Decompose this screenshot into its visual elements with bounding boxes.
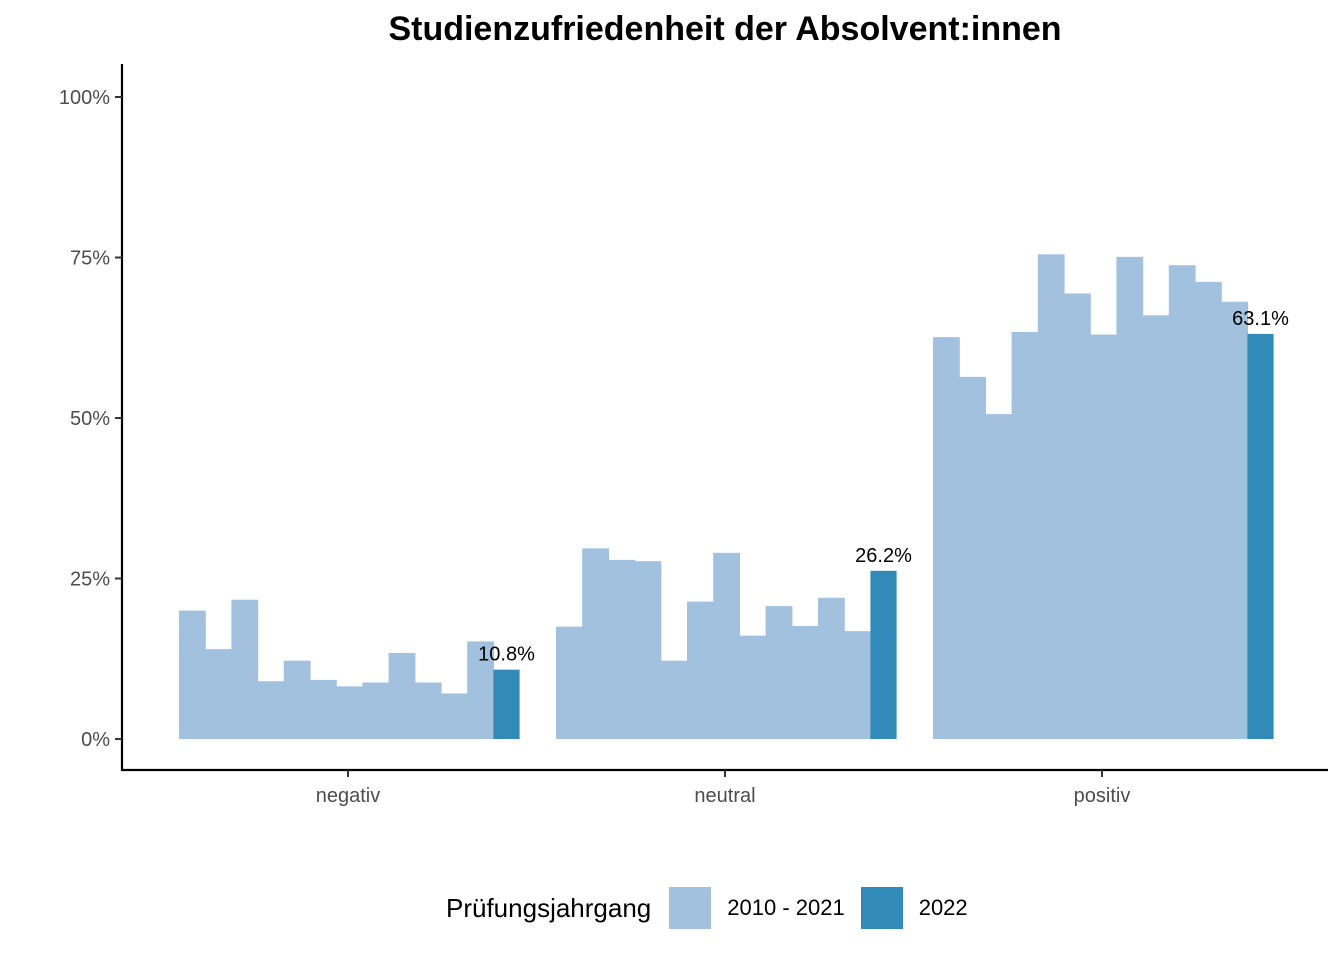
bar-negativ-historic-7 bbox=[336, 686, 363, 739]
bar-positiv-historic-11 bbox=[1195, 281, 1222, 739]
bar-positiv-historic-5 bbox=[1037, 254, 1065, 740]
bar-negativ-historic-5 bbox=[283, 660, 311, 739]
y-tick-label-3: 75% bbox=[70, 248, 110, 270]
bar-neutral-current bbox=[870, 570, 897, 739]
bar-neutral-historic-12 bbox=[844, 631, 871, 739]
bar-positiv-historic-8 bbox=[1116, 256, 1144, 739]
bar-neutral-historic-1 bbox=[556, 626, 583, 739]
legend: Prüfungsjahrgang 2010 - 2021 2022 bbox=[446, 886, 984, 930]
chart-title: Studienzufriedenheit der Absolvent:innen bbox=[388, 10, 1062, 48]
bar-positiv-historic-7 bbox=[1090, 334, 1117, 739]
y-tick-label-0: 0% bbox=[81, 729, 110, 751]
data-label-positiv: 63.1% bbox=[1232, 308, 1289, 330]
data-label-neutral: 26.2% bbox=[855, 545, 912, 567]
bar-negativ-historic-12 bbox=[467, 641, 494, 739]
x-tick-label-positiv: positiv bbox=[1074, 785, 1131, 807]
y-tick-label-4: 100% bbox=[59, 87, 110, 109]
bar-negativ-historic-11 bbox=[441, 693, 468, 739]
bar-neutral-historic-9 bbox=[765, 606, 793, 739]
bar-neutral-historic-5 bbox=[660, 660, 688, 739]
bar-positiv-historic-6 bbox=[1064, 293, 1091, 739]
x-tick-label-negativ: negativ bbox=[316, 785, 381, 807]
bar-neutral-historic-8 bbox=[739, 635, 767, 739]
bar-negativ-historic-9 bbox=[388, 652, 416, 739]
bar-neutral-historic-11 bbox=[818, 597, 845, 739]
legend-title: Prüfungsjahrgang bbox=[446, 892, 652, 923]
bar-negativ-historic-1 bbox=[179, 610, 206, 739]
bar-neutral-historic-10 bbox=[791, 626, 819, 739]
bar-negativ-historic-6 bbox=[310, 679, 337, 739]
bar-neutral-historic-4 bbox=[634, 561, 662, 739]
chart-plot: 10.8% 26.2% 63.1% 0% 25% 50% 75% 100% negativ ne… bbox=[59, 64, 1328, 807]
bar-positiv-historic-3 bbox=[985, 414, 1013, 739]
legend-label-historic: 2010 - 2021 bbox=[727, 895, 845, 920]
y-tick-label-2: 50% bbox=[70, 408, 110, 430]
bar-positiv-historic-4 bbox=[1011, 331, 1039, 739]
bar-neutral-historic-6 bbox=[687, 601, 714, 739]
bar-positiv-historic-1 bbox=[933, 337, 960, 739]
bar-negativ-historic-4 bbox=[257, 681, 285, 739]
bar-negativ-historic-8 bbox=[362, 682, 390, 739]
bar-neutral-historic-2 bbox=[582, 548, 609, 739]
legend-key-historic bbox=[669, 887, 712, 929]
x-tick-label-neutral: neutral bbox=[694, 785, 755, 807]
bar-neutral-historic-7 bbox=[713, 552, 740, 739]
legend-label-current: 2022 bbox=[918, 895, 968, 920]
bar-negativ-current bbox=[493, 669, 520, 739]
bar-negativ-historic-3 bbox=[231, 599, 259, 739]
bar-positiv-current bbox=[1247, 333, 1274, 739]
bar-positiv-historic-9 bbox=[1142, 315, 1170, 739]
bar-positiv-historic-2 bbox=[959, 376, 986, 739]
legend-key-current bbox=[860, 887, 903, 929]
bar-negativ-historic-10 bbox=[414, 682, 442, 739]
bar-neutral-historic-3 bbox=[608, 559, 636, 739]
y-tick-label-1: 25% bbox=[70, 569, 110, 591]
bar-negativ-historic-2 bbox=[205, 649, 232, 739]
bar-positiv-historic-10 bbox=[1168, 265, 1196, 739]
data-label-negativ: 10.8% bbox=[478, 644, 535, 666]
bar-positiv-historic-12 bbox=[1221, 301, 1248, 739]
